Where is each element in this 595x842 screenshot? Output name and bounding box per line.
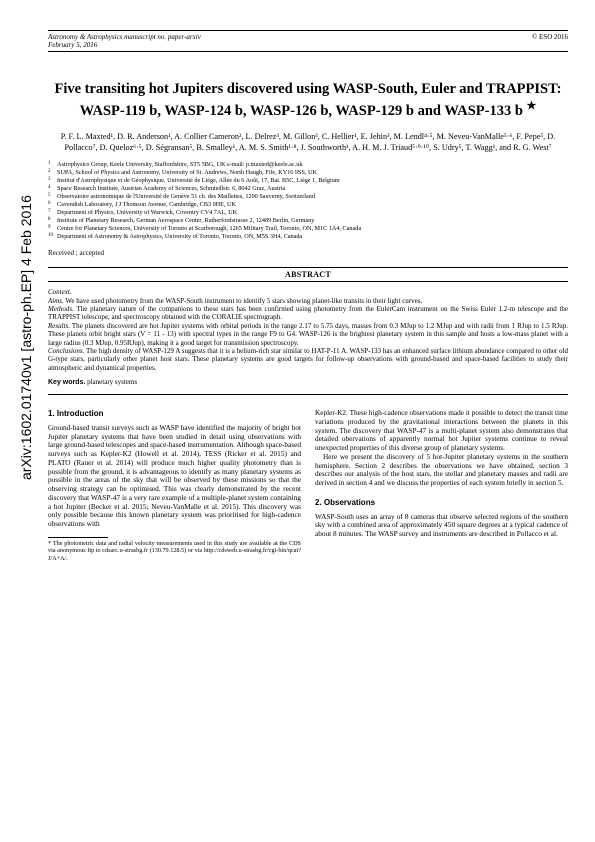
body-columns: 1. Introduction Ground-based transit sur… [48, 409, 568, 562]
journal-name: Astronomy & Astrophysics manuscript no. … [48, 33, 201, 41]
manuscript-date: February 5, 2016 [48, 41, 201, 49]
keywords-line: Key words. planetary systems [48, 378, 568, 395]
affiliation: Space Research Institute, Austrian Acade… [57, 185, 285, 193]
affiliation: Institute of Planetary Research, German … [57, 217, 314, 225]
footnote-rule [48, 537, 108, 538]
intro-paragraph: Ground-based transit surveys such as WAS… [48, 424, 301, 529]
page-content: Astronomy & Astrophysics manuscript no. … [48, 30, 568, 562]
affiliation: SUPA, School of Physics and Astronomy, U… [57, 169, 317, 177]
affiliation: Department of Astronomy & Astrophysics, … [57, 233, 302, 241]
affiliation: Cavendish Laboratory, J J Thomson Avenue… [57, 201, 236, 209]
paper-title: Five transiting hot Jupiters discovered … [48, 80, 568, 121]
observations-paragraph: WASP-South uses an array of 8 cameras th… [315, 513, 568, 539]
abstract-text: Context. Aims. We have used photometry f… [48, 288, 568, 372]
received-date: Received ; accepted [48, 249, 568, 257]
copyright-notice: © ESO 2016 [532, 33, 568, 49]
intro-paragraph-3: Here we present the discovery of 5 hot-J… [315, 453, 568, 488]
affiliation: Institut d'Astrophysique et de Géophysiq… [57, 177, 340, 185]
intro-paragraph-cont: Kepler-K2. These high-cadence observatio… [315, 409, 568, 453]
arxiv-identifier: arXiv:1602.01740v1 [astro-ph.EP] 4 Feb 2… [18, 195, 34, 480]
affiliation: Centre for Planetary Sciences, Universit… [57, 225, 361, 233]
manuscript-header: Astronomy & Astrophysics manuscript no. … [48, 30, 568, 52]
footnote-text: * The photometric data and radial veloci… [48, 540, 301, 562]
affiliation: Astrophysics Group, Keele University, St… [57, 161, 302, 169]
affiliations-list: 1Astrophysics Group, Keele University, S… [48, 161, 568, 242]
section-heading-observations: 2. Observations [315, 498, 568, 508]
abstract-heading: ABSTRACT [48, 267, 568, 282]
right-column: Kepler-K2. These high-cadence observatio… [315, 409, 568, 562]
affiliation: Department of Physics, University of War… [57, 209, 237, 217]
author-list: P. F. L. Maxted¹, D. R. Anderson¹, A. Co… [48, 131, 568, 153]
affiliation: Observatoire astronomique de l'Universit… [57, 193, 315, 201]
section-heading-intro: 1. Introduction [48, 409, 301, 419]
left-column: 1. Introduction Ground-based transit sur… [48, 409, 301, 562]
